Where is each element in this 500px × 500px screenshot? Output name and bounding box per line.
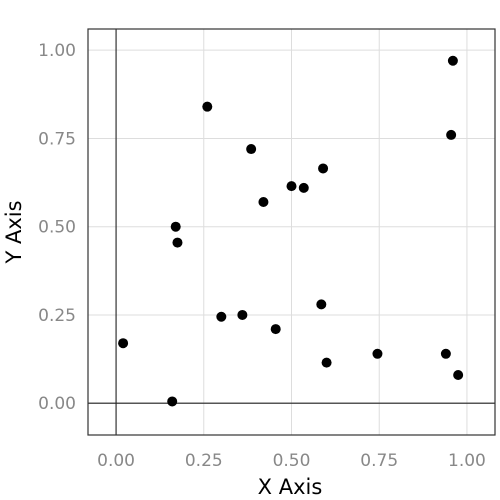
y-tick-label-2: 0.50 (38, 218, 76, 238)
data-point-2 (170, 221, 181, 232)
y-tick-label-3: 0.75 (38, 129, 76, 149)
y-tick-labels: 0.00 0.25 0.50 0.75 1.00 (38, 41, 76, 414)
y-tick-label-0: 0.00 (38, 394, 76, 414)
x-axis-title: X Axis (258, 475, 323, 499)
data-point-9 (270, 324, 281, 335)
data-point-4 (202, 101, 213, 112)
y-axis-title: Y Axis (2, 200, 26, 264)
data-point-6 (237, 309, 248, 320)
x-tick-label-0: 0.00 (97, 451, 135, 471)
data-point-5 (216, 311, 227, 322)
data-point-14 (321, 357, 332, 368)
x-tick-label-4: 1.00 (448, 451, 486, 471)
data-point-17 (446, 129, 457, 140)
data-point-0 (118, 338, 129, 349)
data-point-10 (286, 181, 297, 192)
data-point-1 (167, 396, 178, 407)
x-tick-label-3: 0.75 (360, 451, 398, 471)
y-tick-label-1: 0.25 (38, 306, 76, 326)
data-point-18 (447, 55, 458, 66)
data-point-11 (298, 182, 309, 193)
data-point-15 (372, 348, 383, 359)
data-point-12 (316, 299, 327, 310)
y-tick-label-4: 1.00 (38, 41, 76, 61)
plot-panel (87, 28, 496, 436)
data-points (118, 55, 464, 407)
data-point-7 (246, 144, 257, 155)
x-tick-label-2: 0.50 (273, 451, 311, 471)
data-point-19 (453, 369, 464, 380)
data-point-13 (318, 163, 329, 174)
grid (88, 29, 495, 435)
x-tick-labels: 0.00 0.25 0.50 0.75 1.00 (97, 451, 486, 471)
zero-lines (88, 29, 495, 435)
data-point-8 (258, 196, 269, 207)
data-point-3 (172, 237, 183, 248)
data-point-16 (440, 348, 451, 359)
x-tick-label-1: 0.25 (185, 451, 223, 471)
